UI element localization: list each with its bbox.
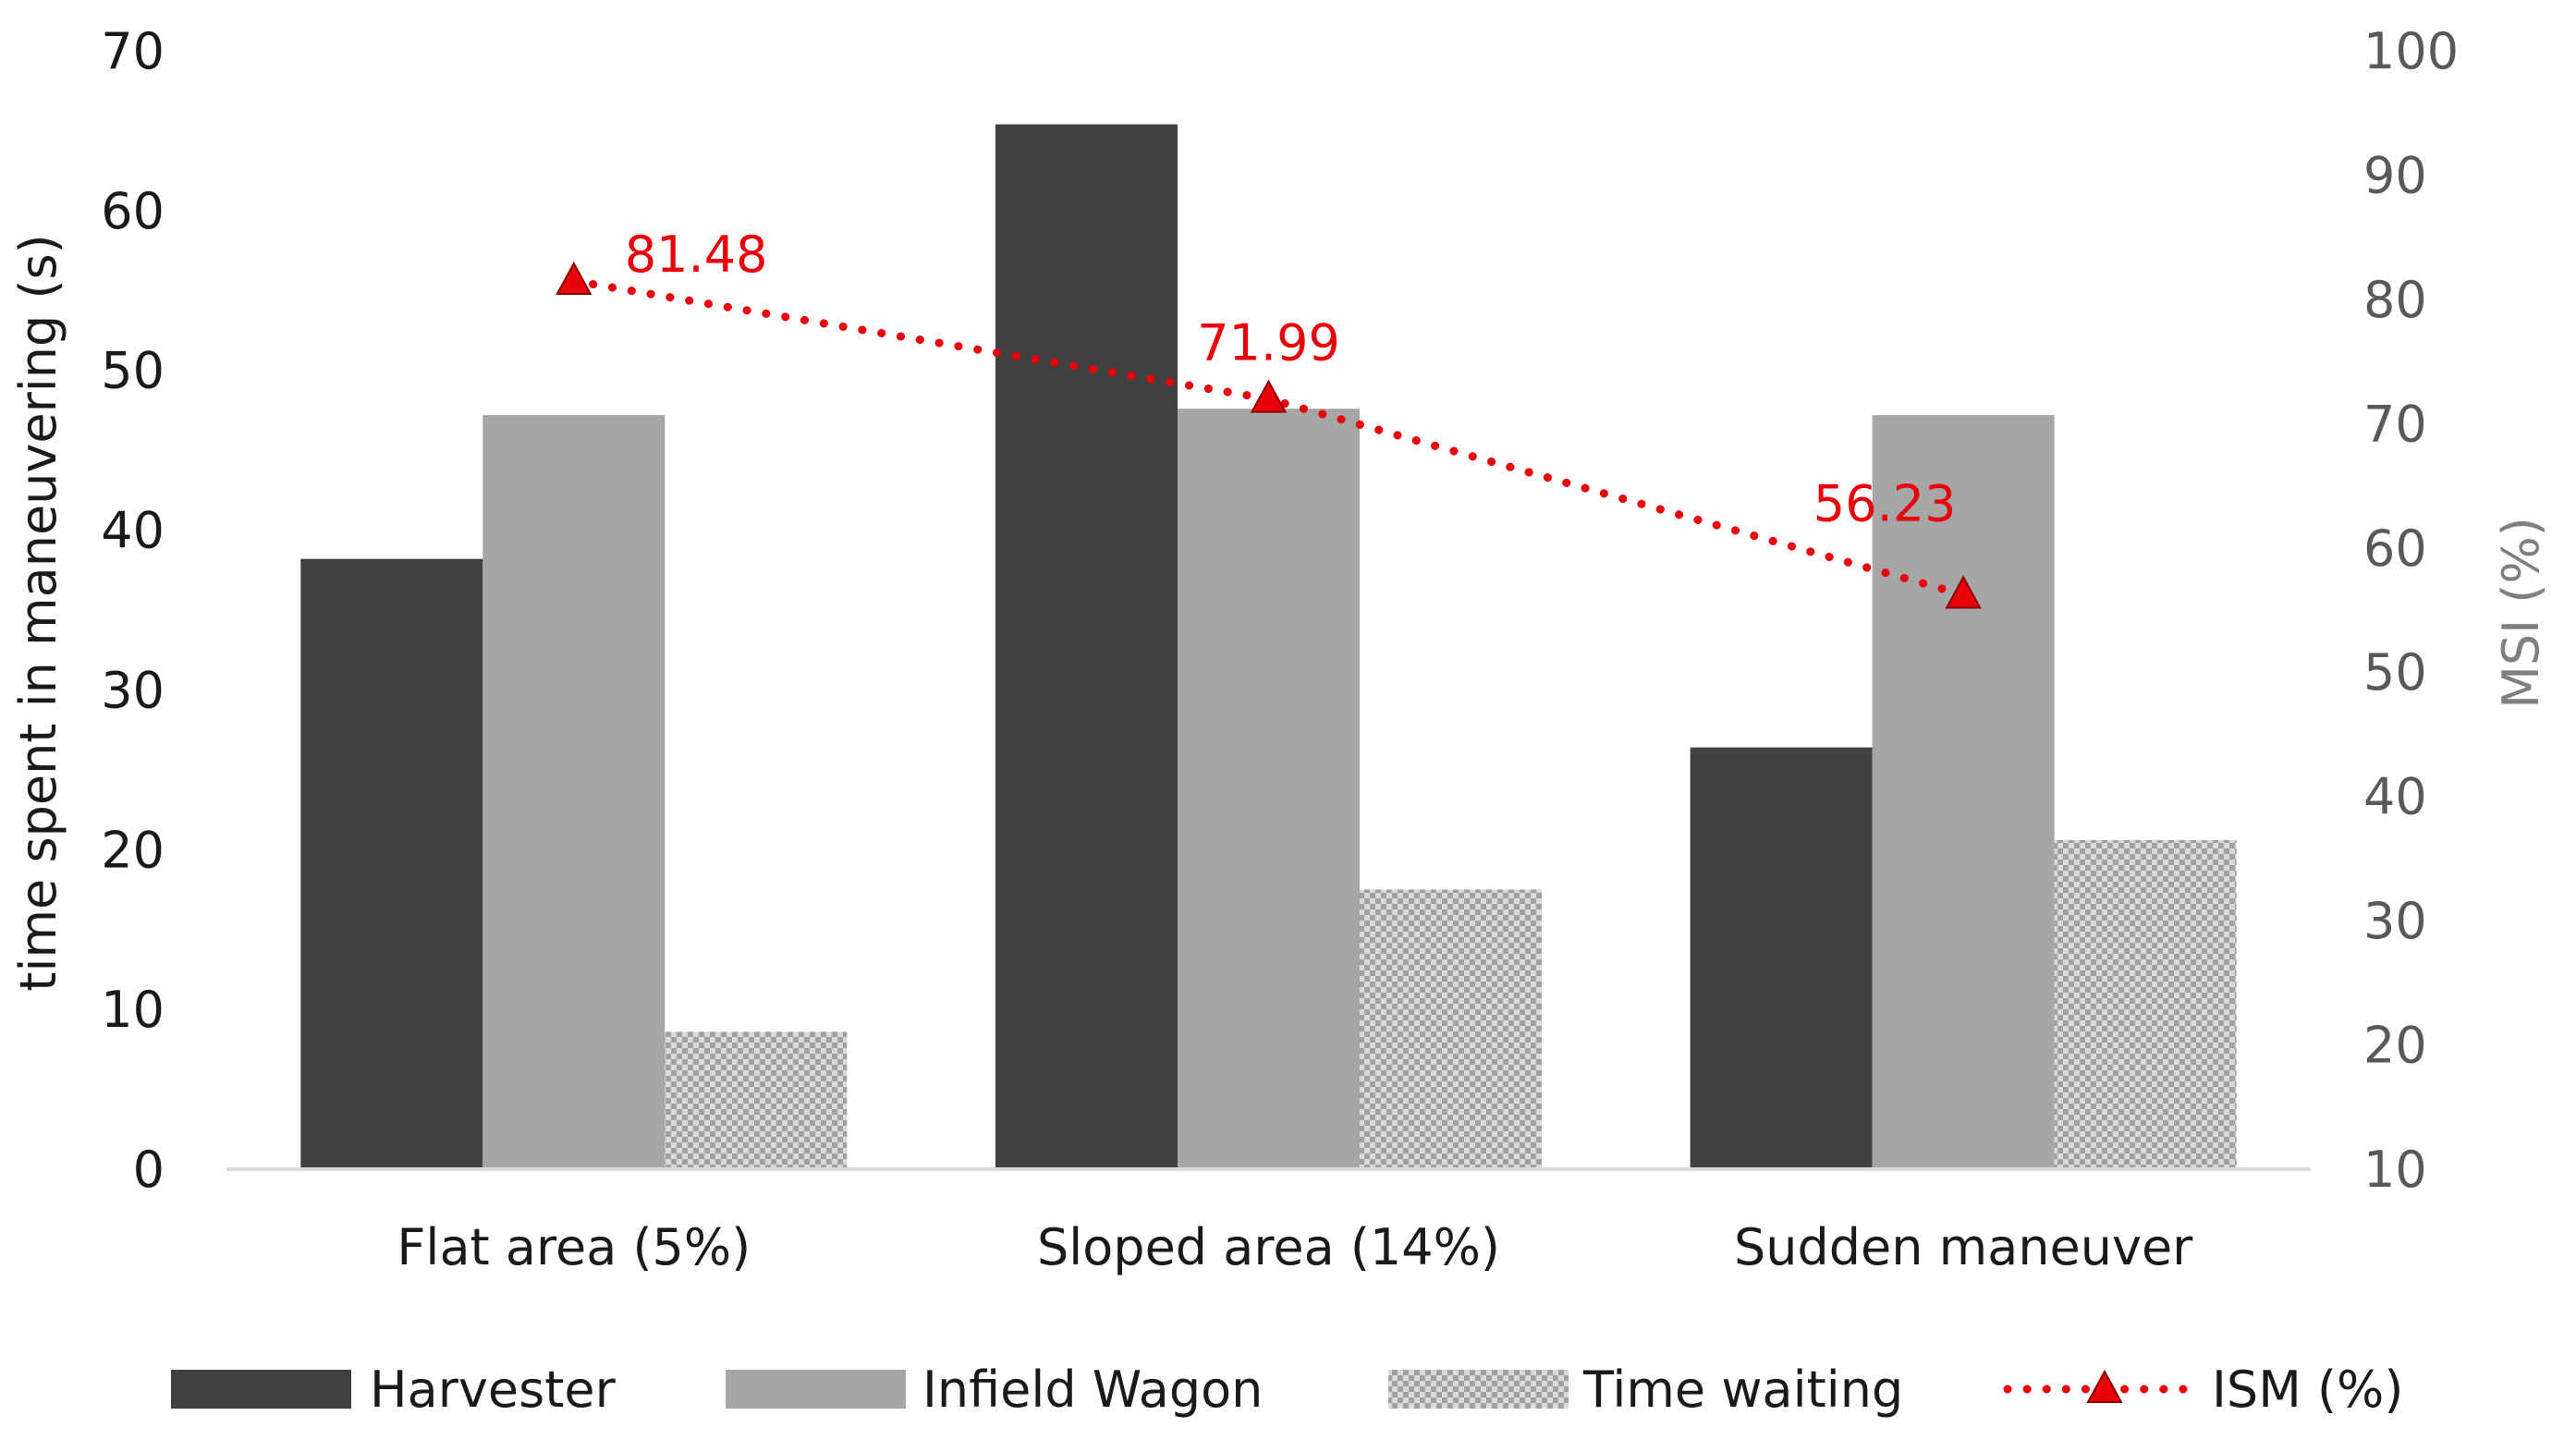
y-axis-left: 0 10 20 30 40 50 60 70 [101, 22, 165, 1199]
y2-tick-label: 60 [2363, 519, 2427, 578]
bar-infield-wagon [482, 415, 665, 1170]
bar-harvester [300, 558, 483, 1169]
y2-tick-label: 90 [2363, 146, 2427, 204]
y-tick-label: 10 [101, 981, 165, 1039]
category-label: Sudden maneuver [1734, 1218, 2193, 1276]
legend-label: Infield Wagon [922, 1361, 1263, 1419]
y2-axis-title: MSI (%) [2492, 517, 2550, 708]
y2-tick-label: 20 [2363, 1017, 2427, 1075]
bars [300, 124, 2237, 1170]
legend-swatch-infield-wagon [726, 1370, 906, 1409]
bar-time-waiting [1360, 889, 1542, 1169]
ism-data-label: 56.23 [1813, 474, 1957, 532]
ism-triangle-marker [555, 261, 592, 295]
y2-tick-label: 50 [2363, 643, 2427, 702]
ism-data-label: 81.48 [625, 226, 768, 284]
y-tick-label: 50 [101, 342, 165, 400]
bar-harvester [995, 124, 1178, 1169]
y-tick-label: 30 [101, 661, 165, 719]
y2-tick-label: 80 [2363, 271, 2427, 329]
y-axis-right: 10 20 30 40 50 60 70 80 90 100 [2363, 22, 2459, 1199]
y-tick-label: 20 [101, 821, 165, 879]
category-labels: Flat area (5%) Sloped area (14%) Sudden ma… [397, 1218, 2193, 1276]
bar-infield-wagon [1872, 415, 2055, 1170]
legend: Harvester Infield Wagon Time waiting ISM (%… [171, 1361, 2403, 1419]
ism-data-label: 71.99 [1197, 314, 1340, 372]
category-label: Flat area (5%) [397, 1218, 751, 1276]
legend-swatch-time-waiting [1388, 1370, 1569, 1409]
y-axis-title: time spent in maneuvering (s) [9, 234, 67, 991]
ism-triangle-marker [1250, 379, 1288, 413]
bar-harvester [1690, 747, 1873, 1169]
legend-label: ISM (%) [2212, 1361, 2403, 1419]
legend-swatch-harvester [171, 1370, 351, 1409]
y-tick-label: 0 [133, 1141, 165, 1199]
y2-tick-label: 70 [2363, 395, 2427, 453]
ism-triangle-marker [1945, 575, 1982, 609]
y2-tick-label: 100 [2363, 22, 2459, 80]
y2-tick-label: 40 [2363, 768, 2427, 826]
ism-line-series: 81.48 71.99 56.23 [555, 226, 1982, 609]
y-tick-label: 70 [101, 22, 165, 80]
category-label: Sloped area (14%) [1037, 1218, 1500, 1276]
y2-tick-label: 30 [2363, 892, 2427, 950]
y2-tick-label: 10 [2363, 1141, 2427, 1199]
bar-time-waiting [2054, 839, 2237, 1169]
legend-label: Time waiting [1582, 1361, 1903, 1419]
bar-time-waiting [665, 1031, 848, 1169]
legend-label: Harvester [370, 1361, 617, 1419]
bar-infield-wagon [1178, 409, 1360, 1169]
y-tick-label: 40 [101, 502, 165, 560]
y-tick-label: 60 [101, 182, 165, 240]
legend-triangle-icon [2086, 1369, 2123, 1403]
